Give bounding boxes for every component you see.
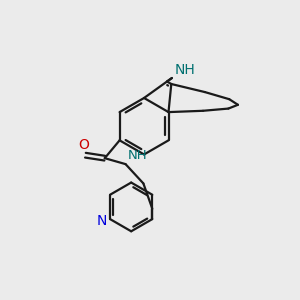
Text: NH: NH: [174, 62, 195, 76]
Text: N: N: [96, 214, 106, 228]
Text: NH: NH: [128, 149, 148, 162]
Text: O: O: [79, 138, 89, 152]
